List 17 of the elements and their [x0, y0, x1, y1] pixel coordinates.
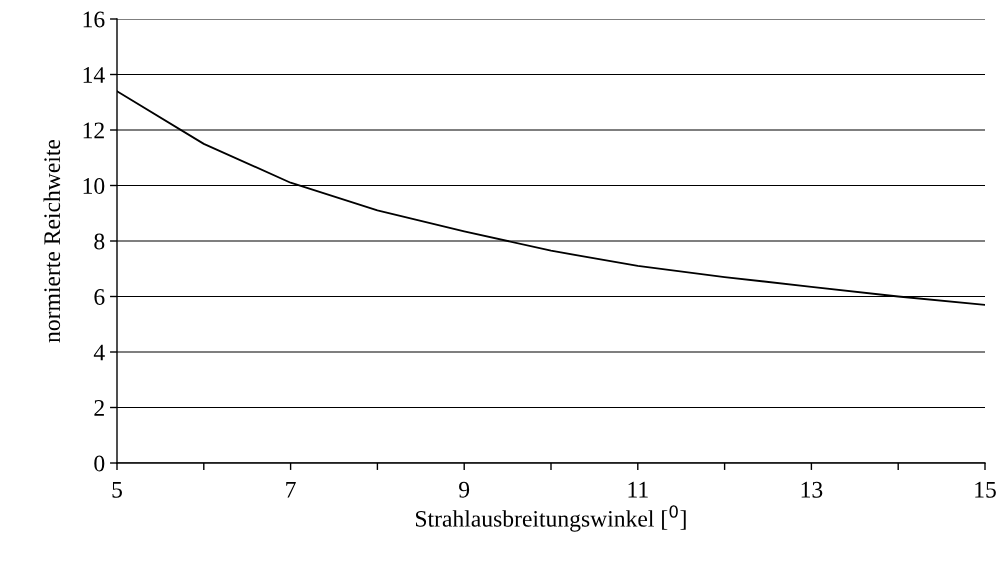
x-tick-label: 7 [286, 481, 296, 498]
y-tick-label: 16 [83, 11, 105, 28]
y-tick-label: 6 [94, 289, 105, 305]
x-axis-title: Strahlausbreitungswinkel [$^{0}$] [415, 505, 686, 532]
y-tick-label: 8 [94, 233, 105, 250]
y-tick-label: 12 [83, 122, 104, 139]
y-axis-title: normierte Reichweite [43, 139, 61, 343]
x-tick-label: 15 [975, 481, 996, 498]
y-tick-label: 10 [83, 177, 105, 194]
y-tick-label: 0 [94, 455, 105, 472]
y-tick-label: 4 [93, 344, 105, 361]
y-tick-label: 2 [94, 400, 104, 416]
x-tick-label: 5 [112, 481, 122, 498]
x-tick-label: 9 [459, 481, 470, 498]
y-tick-label: 14 [83, 67, 105, 83]
x-tick-label: 13 [801, 481, 823, 498]
x-tick-label: 11 [628, 481, 648, 498]
